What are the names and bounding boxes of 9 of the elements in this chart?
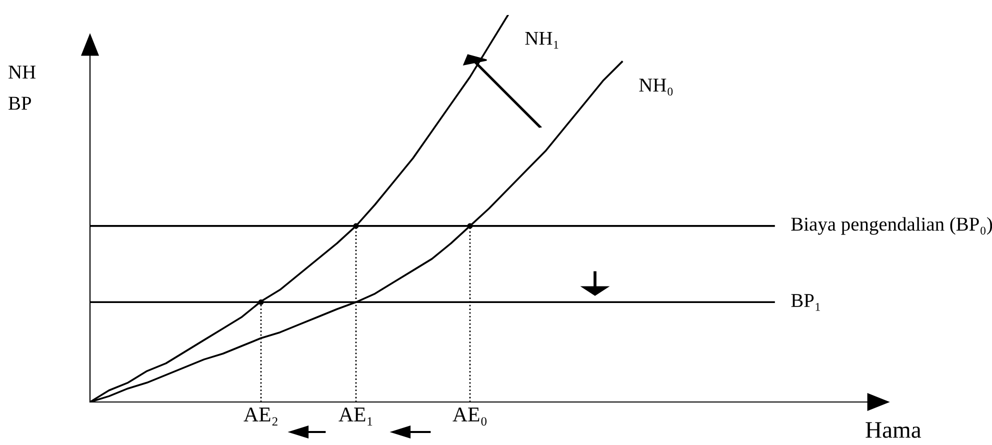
series-label: BP₁ bbox=[791, 294, 820, 311]
x-tick-label: AE₁ bbox=[338, 408, 372, 426]
y-axis-title: NH BP bbox=[8, 66, 36, 110]
x-tick-label: AE₀ bbox=[452, 408, 487, 426]
series-label: Biaya pengendalian (BP₀) bbox=[791, 217, 992, 235]
x-axis-title: Hama bbox=[866, 422, 922, 438]
series-label: NH₁ bbox=[525, 32, 558, 49]
x-tick-label: AE₂ bbox=[244, 408, 278, 426]
series-label: NH₀ bbox=[639, 78, 673, 96]
